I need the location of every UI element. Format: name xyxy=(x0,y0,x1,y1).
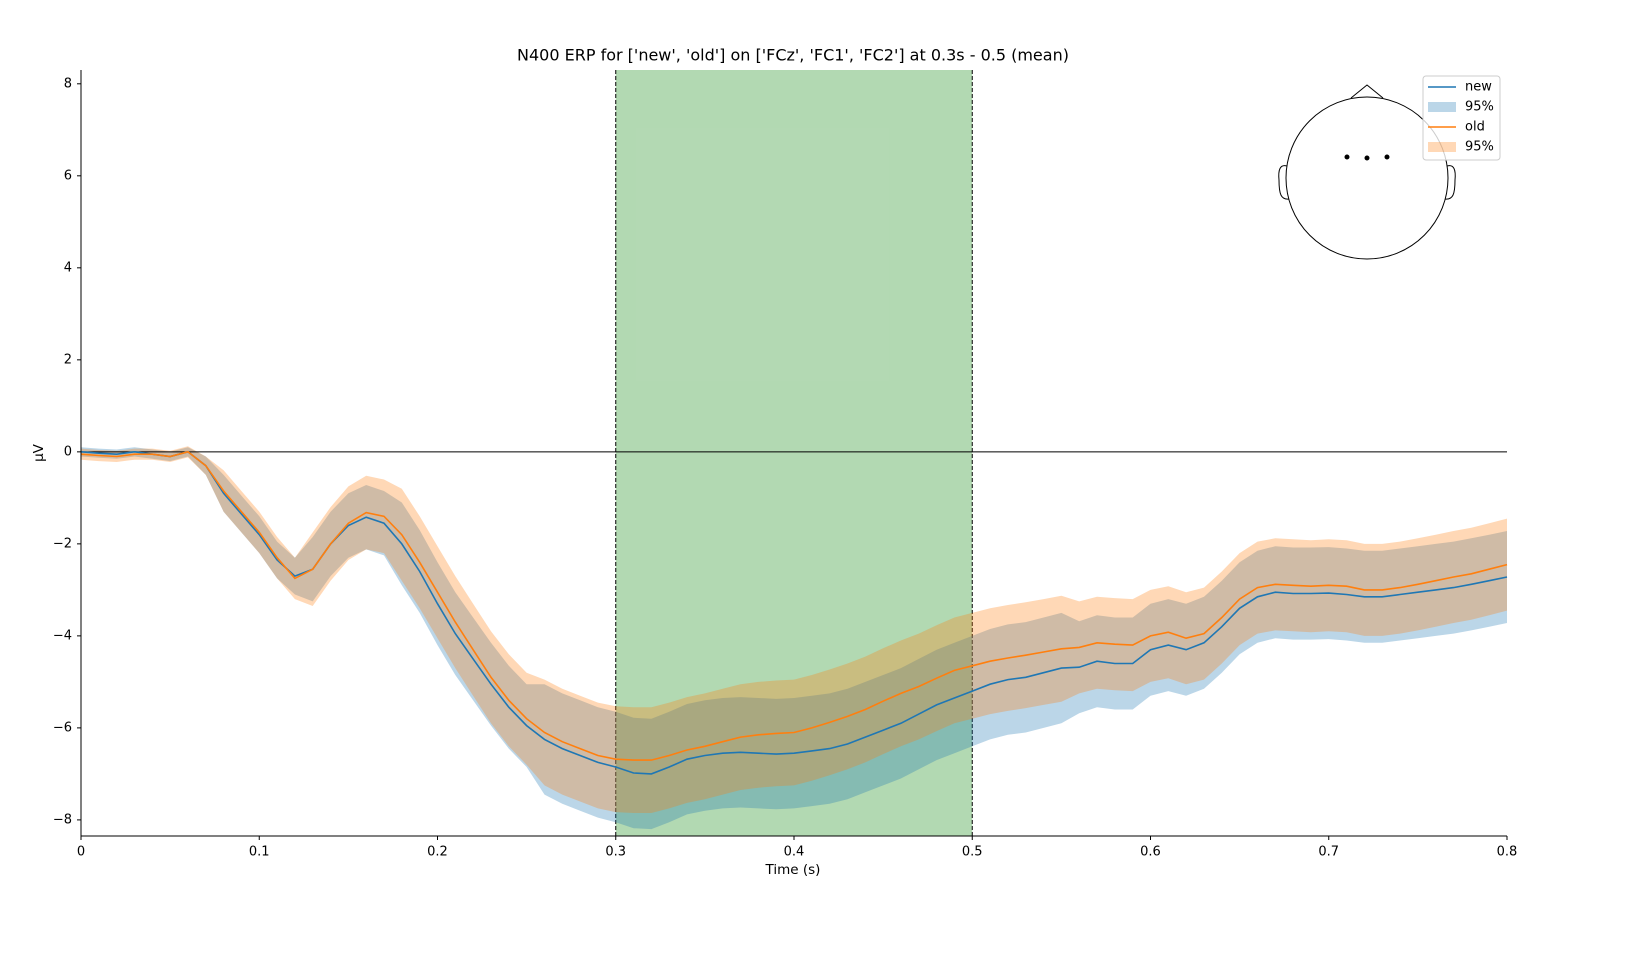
legend-label: 95% xyxy=(1465,100,1494,115)
y-tick-label: −6 xyxy=(53,720,72,735)
head-outline xyxy=(1285,96,1449,260)
legend-label: 95% xyxy=(1465,140,1494,155)
head-ear xyxy=(1278,165,1290,200)
x-tick-label: 0.1 xyxy=(249,845,270,860)
y-tick-label: −8 xyxy=(53,812,72,827)
y-tick-label: 6 xyxy=(64,168,72,183)
x-tick-label: 0.8 xyxy=(1497,845,1518,860)
plot-area: −8 −6 −4 −2 0 2 4 6 8 0 0.1 0.2 0.3 0.4 0.5 0.6 0.7 0.8 xyxy=(53,70,1518,860)
chart-title: N400 ERP for ['new', 'old'] on ['FCz', '… xyxy=(517,46,1069,65)
y-tick-label: −4 xyxy=(53,628,72,643)
legend-patch xyxy=(1428,142,1456,152)
head-ear xyxy=(1444,165,1456,200)
legend-label: new xyxy=(1465,80,1492,95)
legend-label: old xyxy=(1465,120,1485,135)
x-tick-label: 0.3 xyxy=(605,845,626,860)
sensor-dot xyxy=(1384,154,1390,160)
x-axis-label: Time (s) xyxy=(765,862,821,878)
x-tick-label: 0.4 xyxy=(784,845,805,860)
highlight-span xyxy=(615,70,973,836)
y-tick-label: 8 xyxy=(64,76,72,91)
x-tick-label: 0.6 xyxy=(1140,845,1161,860)
y-tick-label: 4 xyxy=(64,260,72,275)
sensor-dot xyxy=(1364,155,1370,161)
x-tick-label: 0.7 xyxy=(1318,845,1339,860)
confidence-band xyxy=(81,446,1507,813)
head-nose xyxy=(1350,84,1384,99)
y-tick-label: 0 xyxy=(64,444,72,459)
x-tick-label: 0.2 xyxy=(427,845,448,860)
head-sensor-map xyxy=(1278,84,1456,260)
sensor-dot xyxy=(1344,154,1350,160)
x-tick-label: 0.5 xyxy=(962,845,983,860)
y-axis-label: µV xyxy=(31,443,47,462)
legend-patch xyxy=(1428,102,1456,112)
y-tick-label: −2 xyxy=(53,536,72,551)
y-tick-label: 2 xyxy=(64,352,72,367)
x-tick-label: 0 xyxy=(77,845,85,860)
legend-box xyxy=(1422,75,1501,161)
legend: new 95% old 95% xyxy=(1422,75,1501,161)
series-line xyxy=(80,450,1508,761)
